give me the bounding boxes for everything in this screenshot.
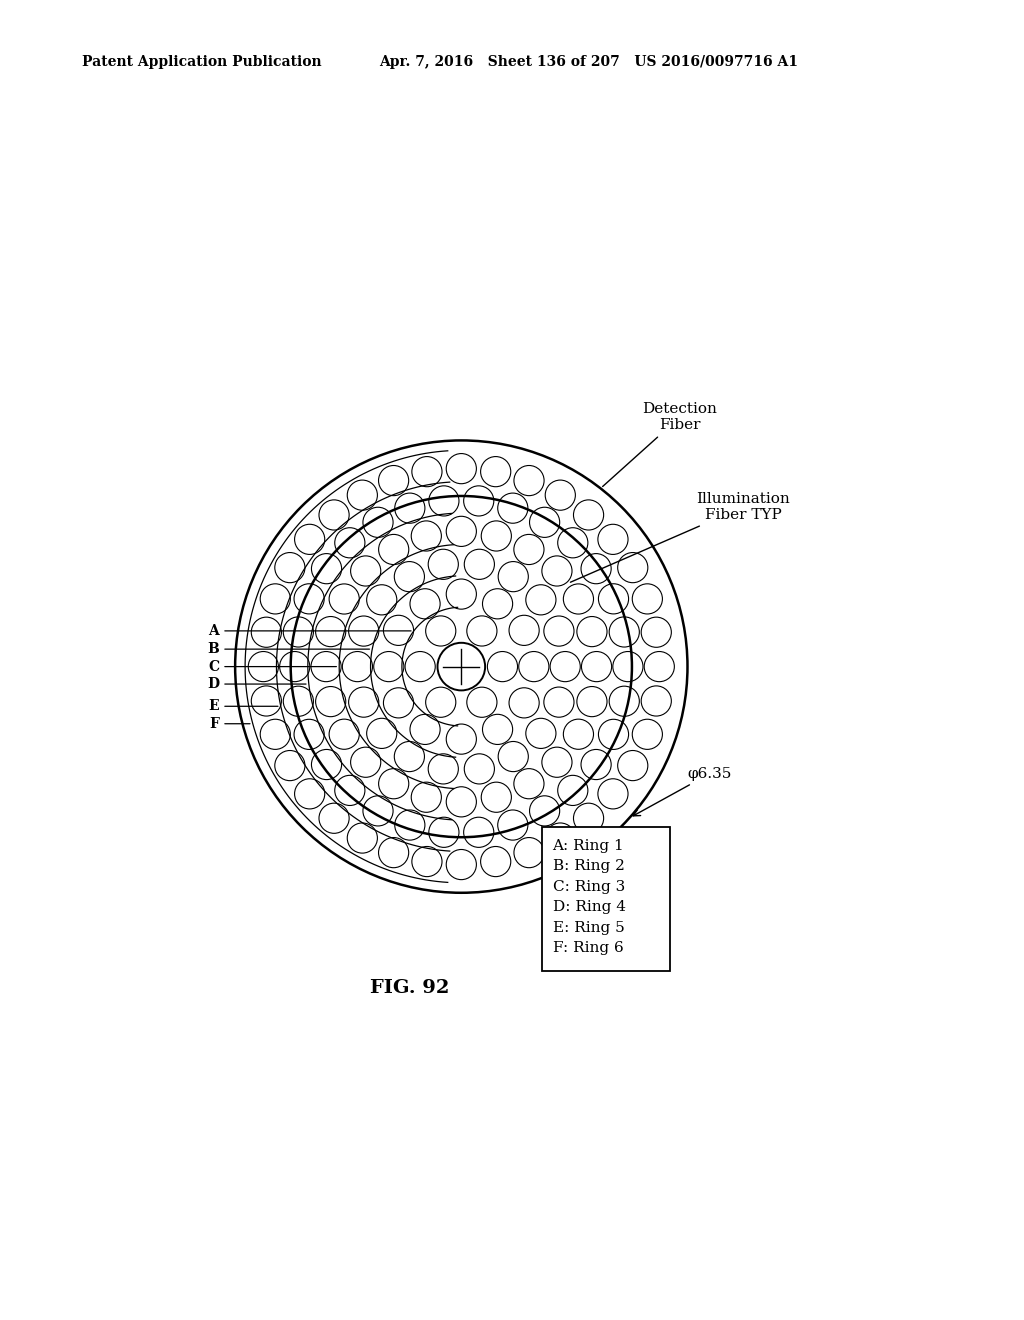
Text: C: Ring 3: C: Ring 3 bbox=[553, 879, 625, 894]
Text: FIG. 92: FIG. 92 bbox=[370, 979, 450, 997]
Text: Detection
Fiber: Detection Fiber bbox=[602, 403, 717, 487]
Text: F: Ring 6: F: Ring 6 bbox=[553, 941, 624, 954]
Text: A: Ring 1: A: Ring 1 bbox=[553, 838, 625, 853]
Text: F: F bbox=[209, 717, 250, 731]
Text: C: C bbox=[208, 660, 337, 673]
Text: D: D bbox=[207, 677, 306, 692]
Text: B: Ring 2: B: Ring 2 bbox=[553, 859, 625, 874]
Text: A: A bbox=[209, 624, 411, 638]
Text: E: Ring 5: E: Ring 5 bbox=[553, 920, 625, 935]
Text: Apr. 7, 2016   Sheet 136 of 207   US 2016/0097716 A1: Apr. 7, 2016 Sheet 136 of 207 US 2016/00… bbox=[379, 55, 798, 70]
Text: Illumination
Fiber TYP: Illumination Fiber TYP bbox=[570, 492, 790, 582]
Text: B: B bbox=[208, 642, 370, 656]
Text: φ6.35: φ6.35 bbox=[633, 767, 732, 816]
Text: D: Ring 4: D: Ring 4 bbox=[553, 900, 626, 913]
FancyBboxPatch shape bbox=[543, 826, 670, 970]
Text: E: E bbox=[209, 700, 278, 713]
Text: Patent Application Publication: Patent Application Publication bbox=[82, 55, 322, 70]
